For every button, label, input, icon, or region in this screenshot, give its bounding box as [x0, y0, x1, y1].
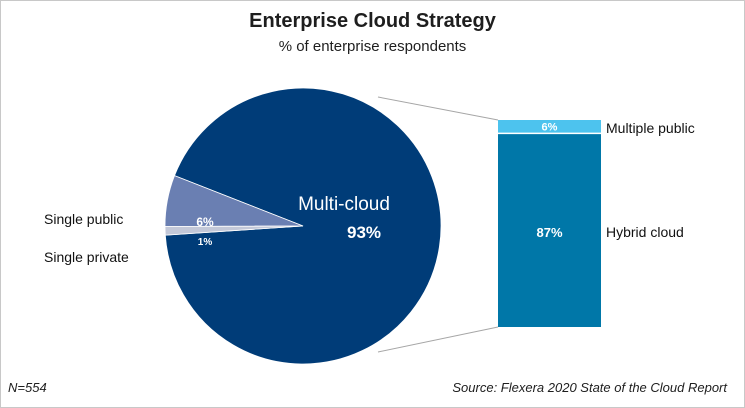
data-label-multiple-public-value: 6%	[542, 122, 558, 134]
category-label-hybrid-cloud: Hybrid cloud	[606, 224, 684, 240]
connector-line-top	[377, 96, 499, 121]
data-label-single-private-value: 1%	[198, 237, 213, 248]
category-label-single-public: Single public	[44, 211, 123, 227]
pie-slice-multi-cloud	[164, 87, 442, 365]
chart-subtitle: % of enterprise respondents	[278, 38, 467, 55]
data-label-single-public-value: 6%	[196, 215, 214, 229]
data-label-multi-cloud-name: Multi-cloud	[298, 194, 390, 215]
category-label-single-private: Single private	[44, 249, 129, 265]
data-label-multi-cloud-value: 93%	[347, 223, 381, 242]
source-note: Source: Flexera 2020 State of the Cloud …	[452, 380, 727, 395]
connector-line-bottom	[377, 326, 499, 353]
bar-segment-hybrid-cloud	[498, 133, 601, 327]
chart-title: Enterprise Cloud Strategy	[249, 10, 496, 32]
category-label-multiple-public: Multiple public	[606, 120, 695, 136]
bar-segment-multiple-public	[498, 120, 601, 134]
data-label-hybrid-cloud-value: 87%	[536, 225, 562, 240]
pie-slice-single-private	[164, 225, 304, 236]
sample-size-note: N=554	[8, 380, 47, 395]
